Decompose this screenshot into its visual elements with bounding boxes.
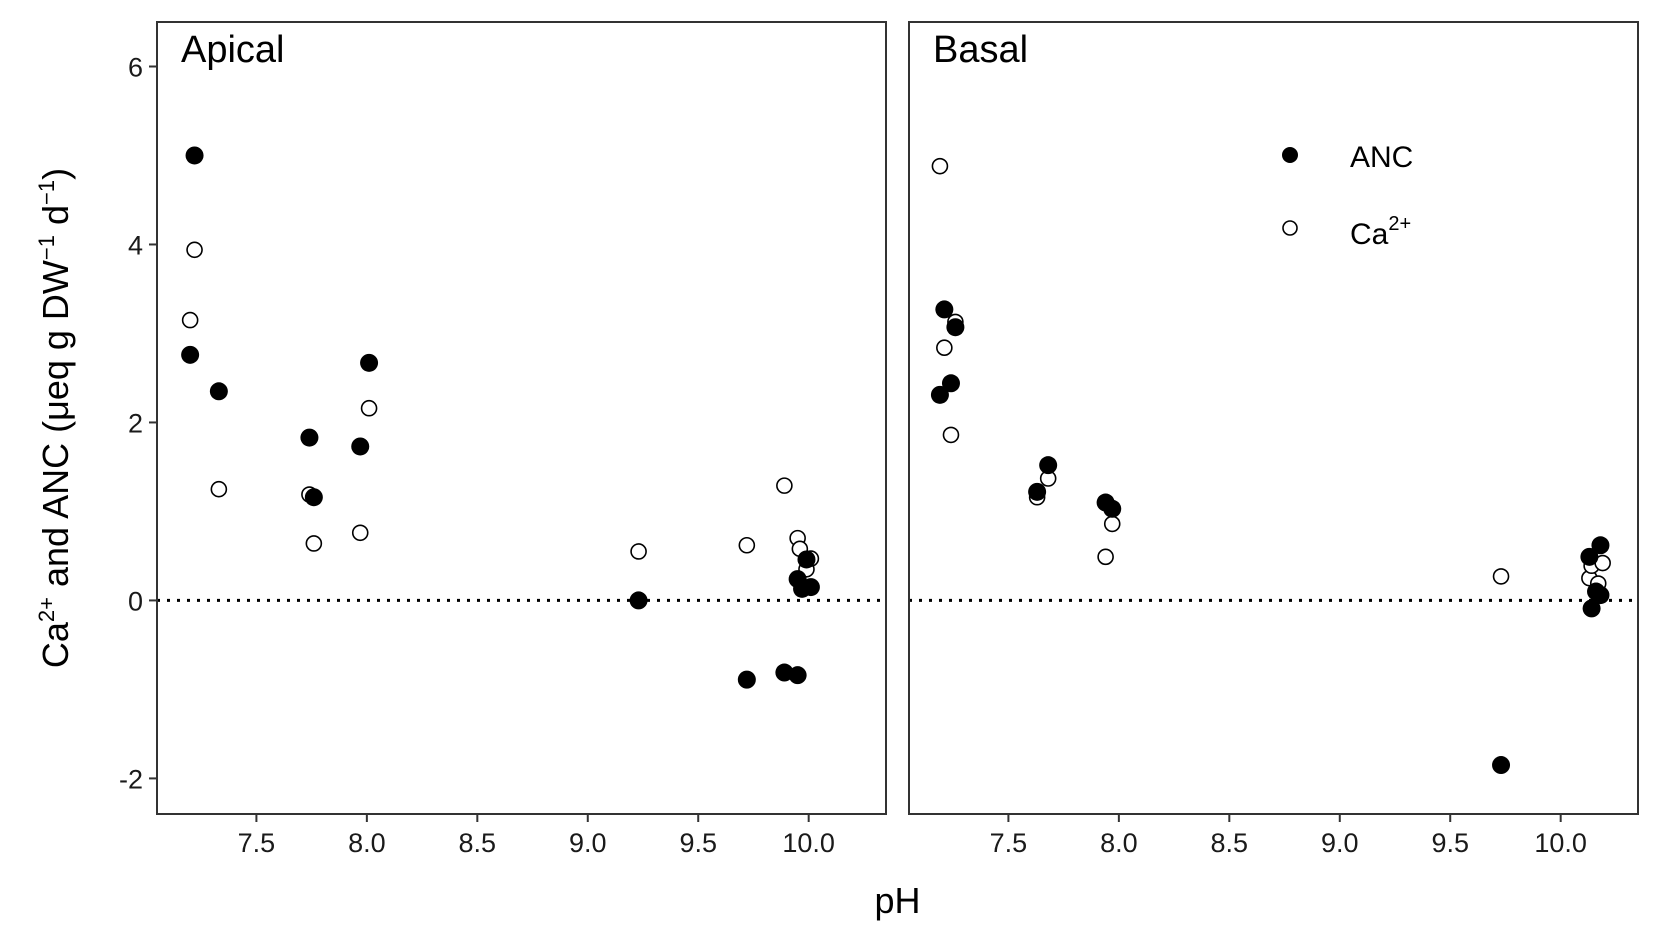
basal-panel-title: Basal	[933, 29, 1028, 71]
basal-ca-point	[936, 339, 953, 356]
basal-anc-point	[935, 300, 954, 319]
basal-x-tick-label: 7.5	[990, 828, 1028, 858]
apical-anc-point	[304, 488, 323, 507]
apical-x-tick-label: 8.5	[459, 828, 497, 858]
apical-anc-point	[209, 382, 228, 401]
y-axis-title-part: −1	[34, 235, 59, 260]
apical-ca-point	[738, 536, 756, 554]
apical-anc-point	[360, 353, 379, 372]
apical-anc-point	[300, 428, 319, 447]
basal-ca-point	[1103, 515, 1121, 533]
basal-x-tick-label: 8.5	[1211, 828, 1249, 858]
apical-ca-point	[210, 480, 228, 498]
y-axis-title-part: eq g DW	[35, 260, 76, 400]
y-tick-label: 6	[128, 52, 143, 82]
basal-x-tick-label: 8.0	[1100, 828, 1138, 858]
y-axis-title-part: and ANC (	[35, 421, 76, 597]
basal-anc-point	[941, 374, 960, 393]
y-tick-label: 0	[128, 586, 143, 616]
apical-x-tick-label: 7.5	[238, 828, 276, 858]
basal-anc-point	[930, 385, 949, 404]
apical-panel-frame	[156, 21, 887, 815]
y-axis-title: Ca2+ and ANC (μeq g DW−1 d−1)	[34, 168, 76, 668]
basal-anc-point	[1028, 482, 1047, 501]
basal-ca-point	[942, 426, 960, 444]
apical-anc-point	[185, 146, 204, 165]
basal-anc-point	[1591, 586, 1610, 605]
apical-anc-point	[797, 550, 816, 569]
basal-x-tick-label: 10.0	[1534, 828, 1587, 858]
apical-ca-point	[360, 399, 378, 417]
apical-anc-point	[351, 437, 370, 456]
y-axis-title-part: )	[35, 168, 76, 180]
basal-ca-point	[931, 157, 949, 175]
apical-ca-point	[351, 524, 369, 542]
apical-anc-point	[181, 345, 200, 364]
apical-ca-point	[630, 543, 647, 560]
basal-anc-point	[1580, 547, 1599, 566]
y-axis-title-part: −1	[34, 180, 59, 205]
basal-anc-point	[946, 318, 965, 337]
basal-anc-point	[1103, 499, 1122, 518]
legend-label: ANC	[1350, 141, 1413, 174]
basal-x-tick-label: 9.5	[1431, 828, 1469, 858]
apical-x-tick-label: 10.0	[782, 828, 835, 858]
basal-anc-point	[1039, 456, 1058, 475]
apical-x-tick-label: 8.0	[348, 828, 386, 858]
y-tick-label: 4	[128, 230, 143, 260]
basal-x-tick-label: 9.0	[1321, 828, 1359, 858]
y-axis-title-part: 2+	[34, 597, 59, 622]
basal-ca-point	[1097, 548, 1114, 566]
y-tick-label: 2	[128, 408, 143, 438]
legend-label: Ca2+	[1350, 213, 1411, 251]
basal-anc-point	[1582, 599, 1601, 618]
apical-anc-point	[629, 591, 648, 610]
apical-anc-point	[737, 670, 756, 689]
legend-marker-ca	[1282, 220, 1298, 236]
basal-anc-point	[1492, 756, 1511, 775]
basal-panel-frame	[908, 21, 1639, 815]
legend-marker-anc	[1282, 147, 1298, 163]
apical-ca-point	[181, 311, 199, 329]
y-axis-title-part: d	[35, 205, 76, 235]
basal-ca-point	[1492, 568, 1510, 585]
apical-ca-point	[776, 477, 793, 494]
basal-anc-point	[1591, 536, 1610, 555]
apical-x-tick-label: 9.5	[679, 828, 717, 858]
apical-ca-point	[186, 241, 203, 259]
apical-anc-point	[801, 578, 820, 597]
apical-panel-title: Apical	[181, 29, 285, 71]
apical-anc-point	[788, 666, 807, 685]
x-axis-title: pH	[874, 880, 920, 921]
y-axis-title-part: μ	[35, 400, 76, 421]
apical-ca-point	[305, 535, 323, 552]
y-axis-title-part: Ca	[35, 621, 76, 668]
apical-x-tick-label: 9.0	[569, 828, 607, 858]
y-tick-label: -2	[119, 764, 143, 794]
